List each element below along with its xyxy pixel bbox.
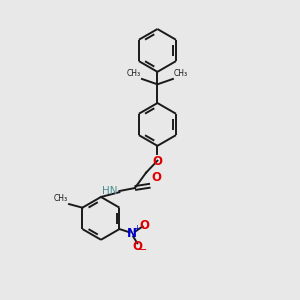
Text: CH₃: CH₃	[54, 194, 68, 203]
Text: O: O	[152, 155, 162, 168]
Text: HN: HN	[102, 186, 118, 196]
Text: −: −	[138, 245, 147, 256]
Text: O: O	[152, 172, 161, 184]
Text: O: O	[140, 219, 149, 232]
Text: N: N	[127, 227, 137, 240]
Text: +: +	[134, 224, 140, 233]
Text: O: O	[132, 240, 142, 254]
Text: CH₃: CH₃	[127, 69, 141, 78]
Text: CH₃: CH₃	[174, 69, 188, 78]
